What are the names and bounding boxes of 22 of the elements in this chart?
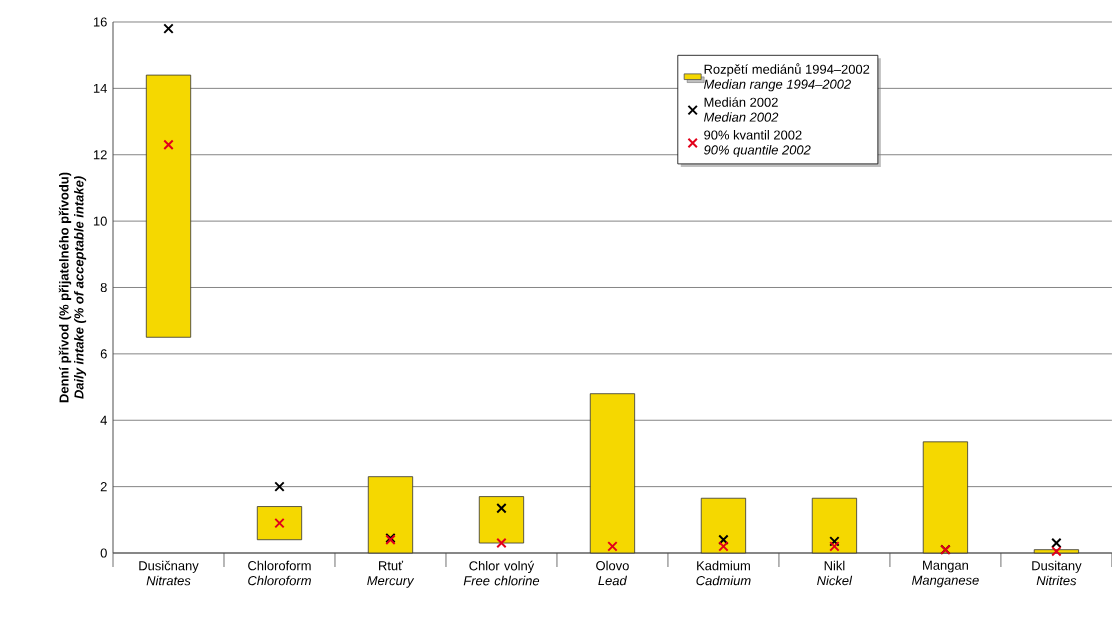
y-tick-label: 0 (100, 548, 107, 558)
legend-label: 90% kvantil 2002 90% quantile 2002 (704, 130, 811, 158)
x-tick-label: Chloroform Chloroform (248, 560, 311, 586)
y-axis-title: Denní přívod (% přijatelného přívodu) Daily intake (% of acceptable intake) (58, 172, 87, 403)
y-tick-label: 16 (93, 17, 107, 27)
x-tick-label: Dusitany Nitrites (1032, 560, 1082, 586)
x-tick-label: Nikl Nickel (817, 560, 853, 586)
x-tick-label: Kadmium Cadmium (696, 560, 751, 586)
y-tick-label: 6 (100, 349, 107, 359)
x-tick-label: Chlor volný Free chlorine (463, 560, 540, 586)
x-tick-label: Olovo Lead (596, 560, 629, 586)
y-tick-label: 12 (93, 150, 107, 160)
y-tick-label: 8 (100, 282, 107, 293)
x-tick-label: Mangan Manganese (911, 560, 979, 588)
legend-label: Medián 2002 Median 2002 (703, 97, 779, 122)
y-tick-label: 4 (100, 415, 107, 425)
y-tick-label: 14 (93, 83, 107, 93)
x-tick-label: Rtuť Mercury (367, 560, 415, 588)
x-tick-label: Dusičnany Nitrates (139, 560, 199, 586)
legend-label: Rozpětí mediánů 1994–2002 Median range 1994–2002 (703, 63, 870, 92)
y-tick-label: 2 (100, 482, 107, 492)
y-tick-label: 10 (93, 216, 107, 226)
